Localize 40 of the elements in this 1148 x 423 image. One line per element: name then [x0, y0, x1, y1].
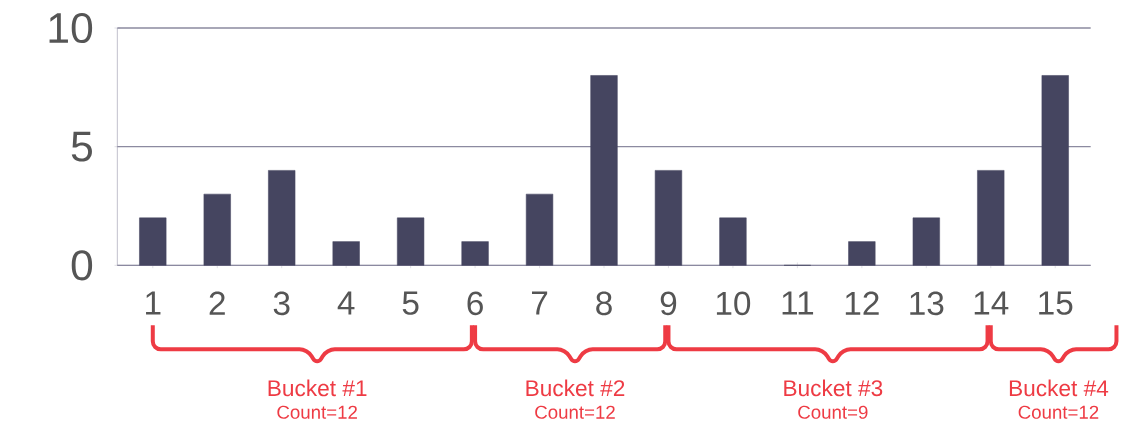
- x-tick-label: 2: [209, 291, 225, 315]
- x-tick-label: 11: [782, 291, 814, 315]
- x-tick-label: 15: [1039, 291, 1073, 315]
- x-tick-label: 4: [337, 291, 355, 315]
- text: Count=12: [1018, 405, 1099, 420]
- bar: [332, 241, 360, 266]
- x-tick-label: 14: [974, 291, 1009, 315]
- bar: [461, 241, 489, 266]
- x-tick-label: 5: [402, 291, 419, 315]
- bar: [139, 217, 167, 266]
- bar: [912, 217, 940, 266]
- bar: [977, 170, 1005, 266]
- x-tick-label: 3: [273, 291, 290, 316]
- x-tick-label: 12: [845, 291, 879, 315]
- bar: [525, 194, 554, 266]
- bar: [203, 194, 231, 266]
- x-tick-label: 9: [660, 291, 677, 316]
- text: Bucket #4: [1009, 379, 1109, 397]
- bar: [1041, 75, 1069, 266]
- text: Bucket #1: [268, 379, 367, 397]
- y-tick-label: 0: [71, 250, 93, 281]
- bar: [719, 217, 747, 266]
- x-tick-label: 8: [596, 291, 612, 316]
- x-tick-label: 13: [910, 291, 944, 316]
- text: Count=12: [535, 405, 615, 420]
- x-tick-label: 1: [146, 291, 161, 315]
- text: Count=9: [798, 405, 868, 420]
- bar: [848, 241, 876, 266]
- text: Bucket #2: [526, 379, 625, 397]
- bar: [268, 170, 296, 266]
- y-tick-label: 10: [49, 13, 93, 44]
- x-tick-label: 10: [716, 291, 751, 316]
- x-tick-label: 7: [531, 291, 548, 315]
- bar: [590, 75, 618, 266]
- bar: [654, 170, 683, 266]
- bar: [397, 217, 425, 266]
- x-tick-label: 6: [467, 291, 483, 316]
- text: Bucket #3: [784, 379, 883, 397]
- text: Count=12: [277, 405, 357, 420]
- y-tick-label: 5: [71, 131, 92, 162]
